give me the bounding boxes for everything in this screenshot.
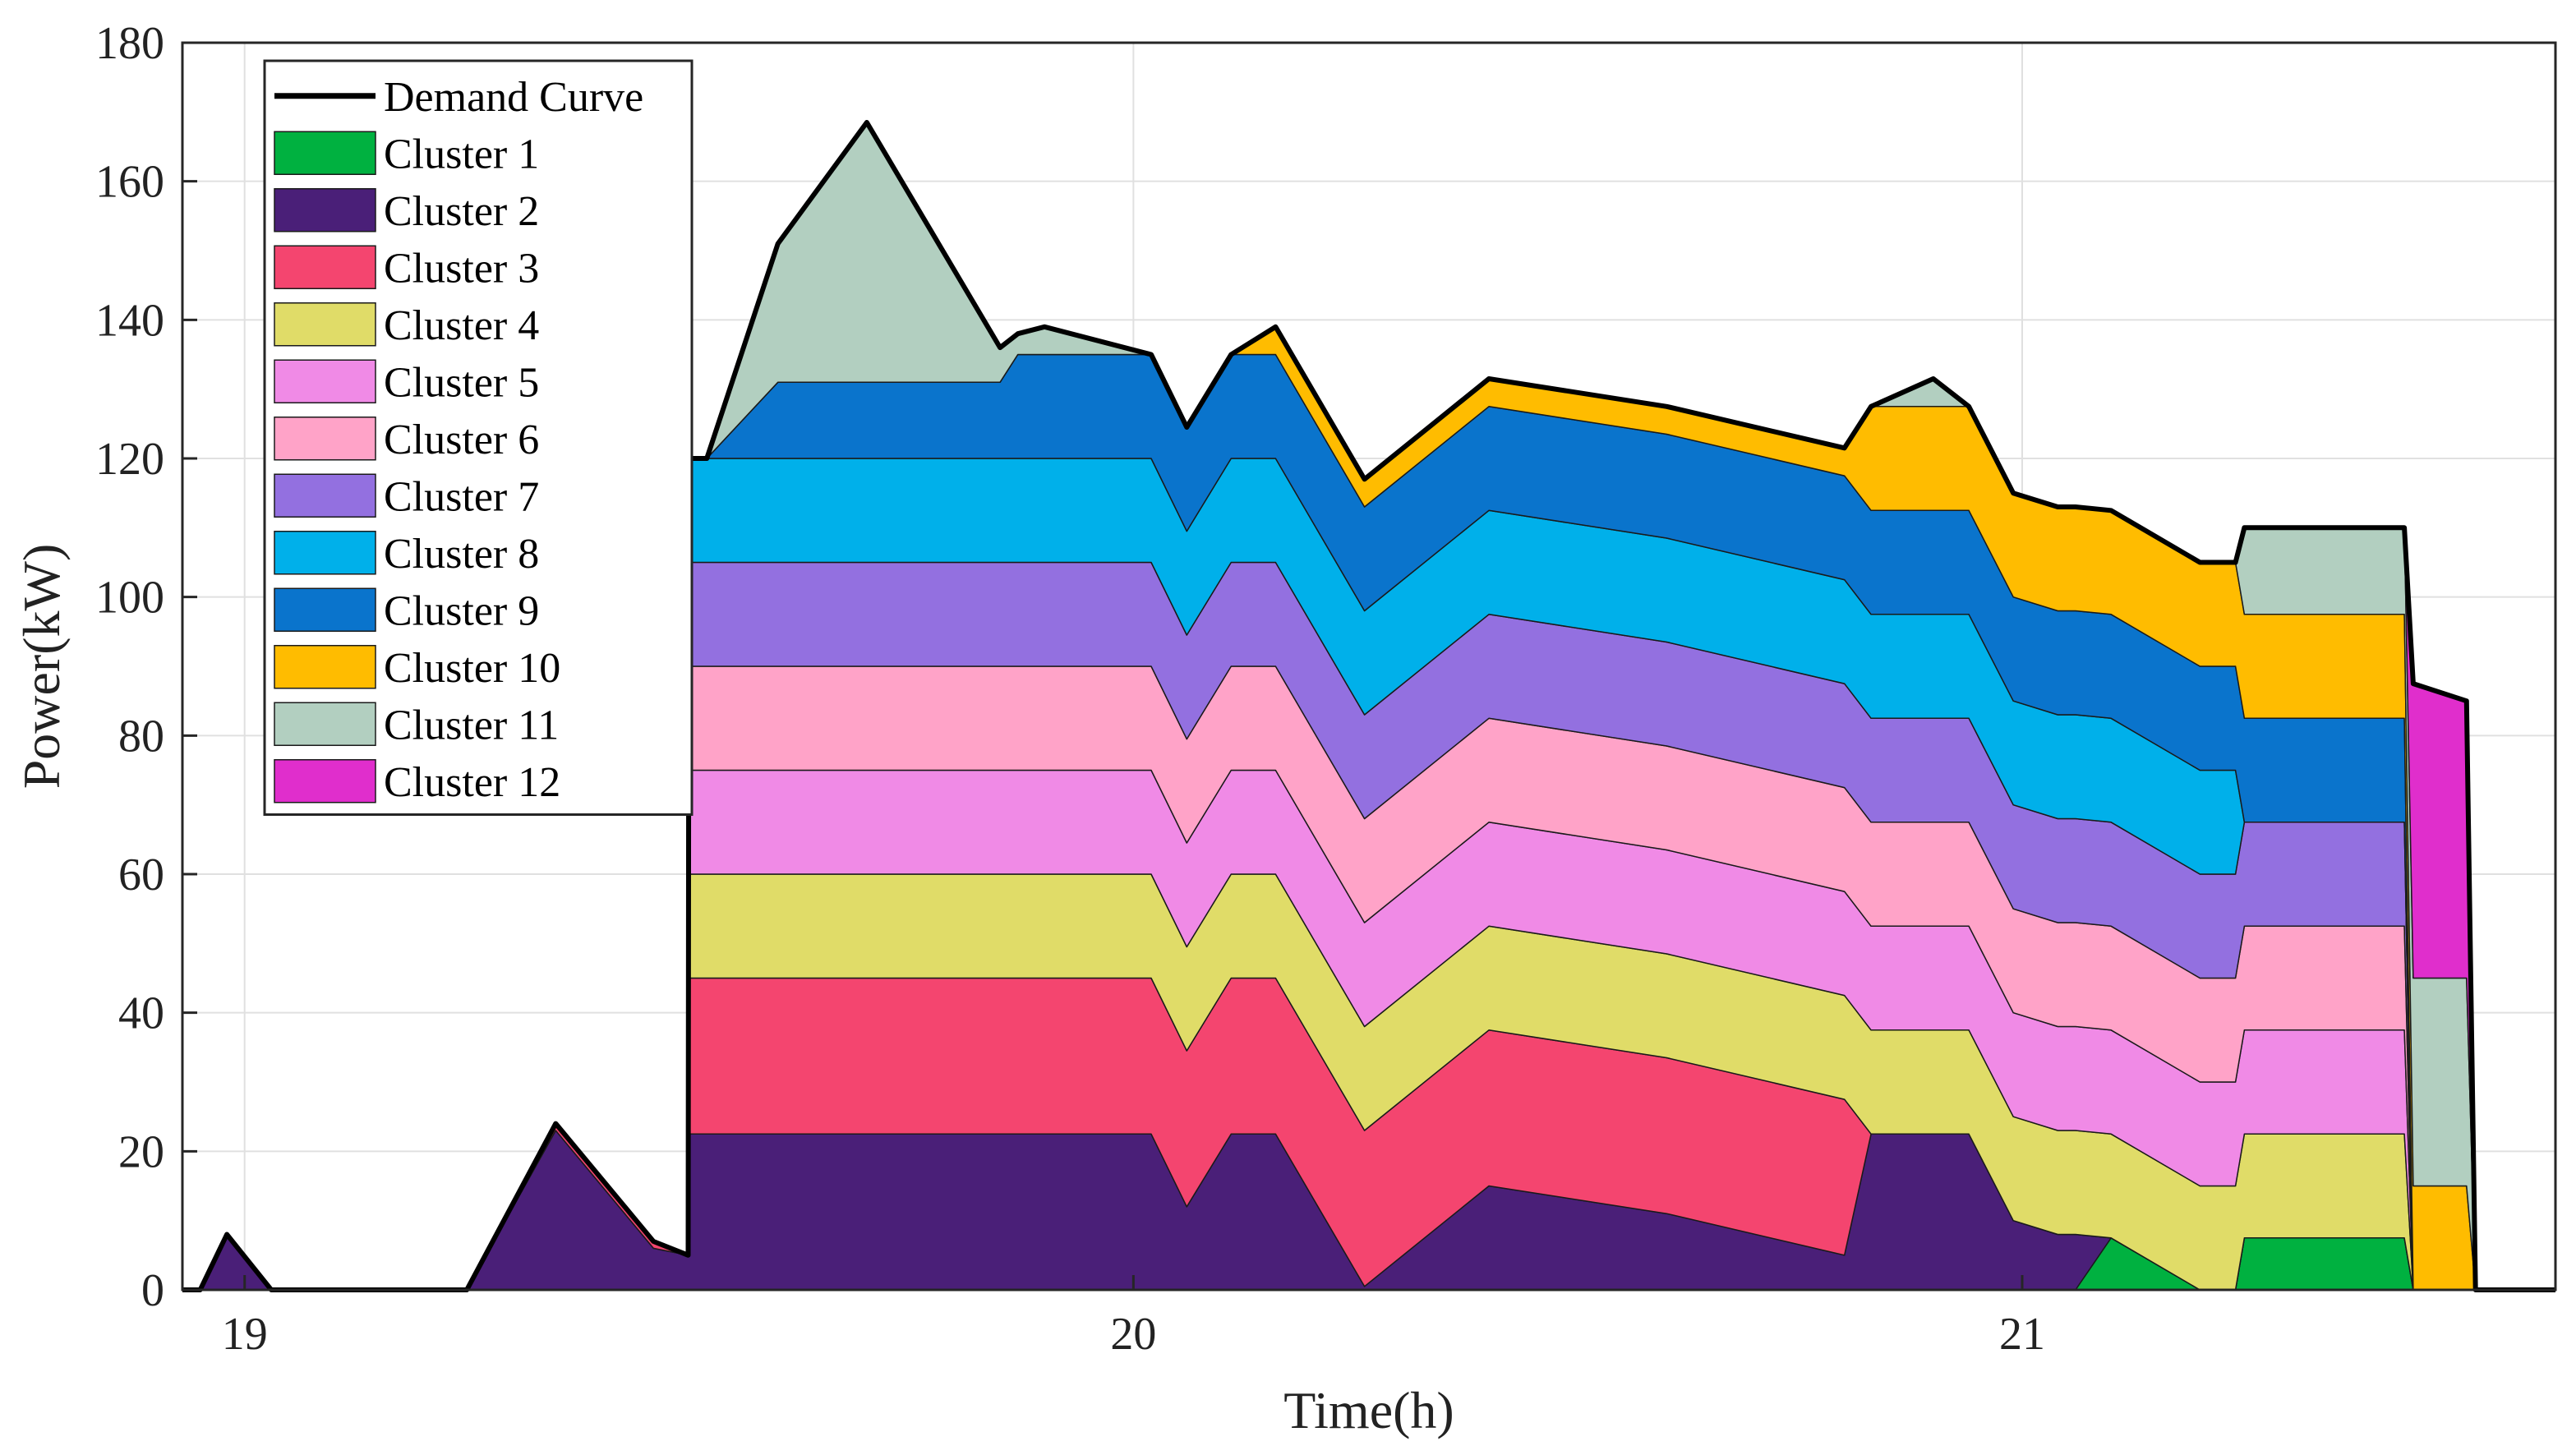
y-tick-label: 140 <box>95 295 164 346</box>
legend-swatch-cluster-5 <box>274 359 376 403</box>
x-tick-label: 19 <box>222 1309 268 1360</box>
legend-swatch-cluster-1 <box>274 131 376 175</box>
area-layer <box>182 122 2556 1291</box>
legend-label-cluster-4: Cluster 4 <box>384 302 539 349</box>
plot-frame <box>181 41 2557 1292</box>
demand-curve-line <box>182 120 2555 1292</box>
legend-swatch-cluster-7 <box>274 473 376 518</box>
legend-label-cluster-11: Cluster 11 <box>384 702 559 748</box>
legend-swatch-cluster-9 <box>274 587 376 632</box>
legend-label-cluster-12: Cluster 12 <box>384 759 560 806</box>
legend-swatch-cluster-12 <box>274 759 376 803</box>
legend-swatch-cluster-4 <box>274 302 376 347</box>
y-axis-label: Power(kW) <box>12 544 71 790</box>
legend-items: Cluster 1 Cluster 2 Cluster 3 Cluster 4 Clus… <box>274 131 560 806</box>
y-tick-label: 20 <box>118 1126 164 1177</box>
legend-label-cluster-7: Cluster 7 <box>384 473 539 520</box>
legend-label-cluster-1: Cluster 1 <box>384 131 539 177</box>
y-tick-label: 0 <box>141 1265 164 1316</box>
y-tick-label: 180 <box>95 18 164 69</box>
legend-swatch-cluster-8 <box>274 531 376 575</box>
legend-label-cluster-2: Cluster 2 <box>384 188 539 235</box>
legend-swatch-cluster-3 <box>274 245 376 289</box>
legend-swatch-cluster-10 <box>274 645 376 689</box>
tick-layer: 0 20 40 60 80 100 120 140 160 180 19 20 21 <box>95 18 2045 1360</box>
legend-label-cluster-10: Cluster 10 <box>384 645 560 692</box>
y-tick-label: 80 <box>118 711 164 762</box>
legend-label-cluster-5: Cluster 5 <box>384 359 539 406</box>
x-axis-label: Time(h) <box>1283 1381 1454 1439</box>
legend-label-cluster-6: Cluster 6 <box>384 417 539 463</box>
x-tick-label: 21 <box>1999 1309 2045 1360</box>
y-tick-label: 120 <box>95 434 164 485</box>
legend-label-demand-curve: Demand Curve <box>384 74 643 121</box>
legend-swatch-cluster-11 <box>274 702 376 746</box>
legend-swatch-cluster-2 <box>274 188 376 233</box>
y-tick-label: 40 <box>118 988 164 1039</box>
legend: Demand Curve Cluster 1 Cluster 2 Cluster 3… <box>263 59 694 816</box>
legend-label-cluster-3: Cluster 3 <box>384 245 539 292</box>
x-tick-label: 20 <box>1110 1309 1156 1360</box>
legend-label-cluster-9: Cluster 9 <box>384 587 539 634</box>
y-tick-label: 160 <box>95 157 164 208</box>
legend-swatch-cluster-6 <box>274 417 376 461</box>
legend-label-cluster-8: Cluster 8 <box>384 531 539 578</box>
y-tick-label: 100 <box>95 573 164 624</box>
y-tick-label: 60 <box>118 850 164 900</box>
